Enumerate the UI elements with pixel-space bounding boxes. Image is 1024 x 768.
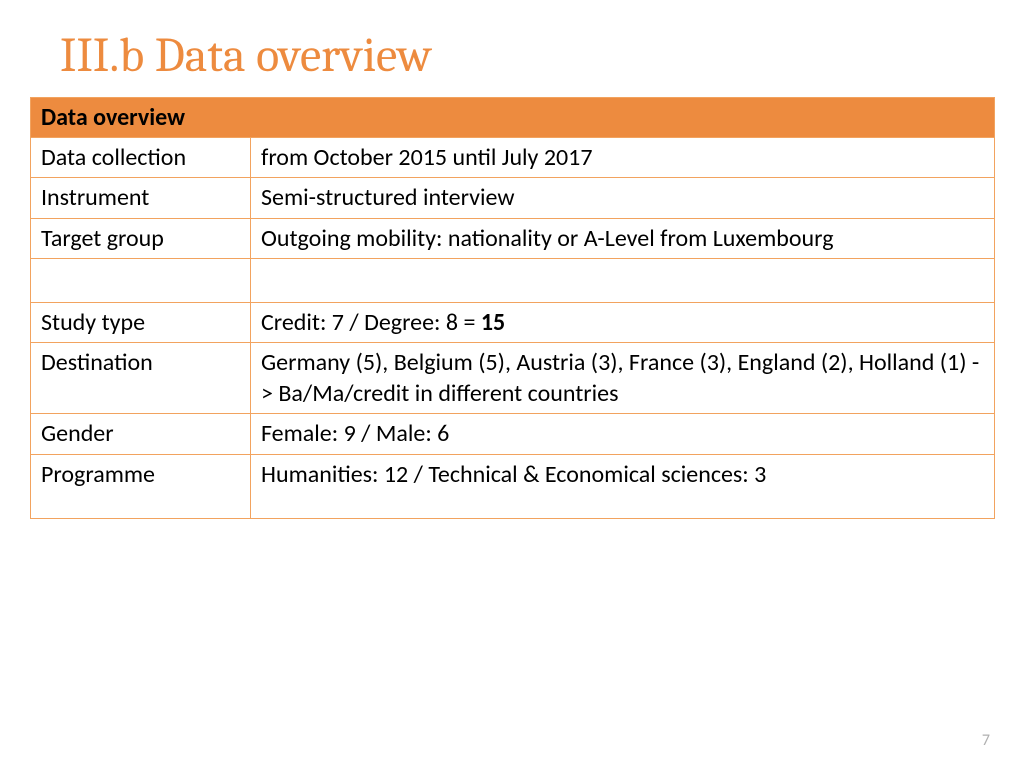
row-value: Germany (5), Belgium (5), Austria (3), F…: [251, 342, 995, 413]
row-value-bold: 15: [481, 308, 505, 337]
row-value: Outgoing mobility: nationality or A-Leve…: [251, 218, 995, 258]
row-label: Destination: [31, 342, 251, 413]
table-row: Data collection from October 2015 until …: [31, 138, 995, 178]
table-row-empty: [31, 258, 995, 302]
data-overview-table: Data overview Data collection from Octob…: [30, 97, 995, 519]
row-value-prefix: Credit: 7 / Degree: 8 =: [261, 308, 481, 337]
row-value: from October 2015 until July 2017: [251, 138, 995, 178]
row-label: Data collection: [31, 138, 251, 178]
row-value: Humanities: 12 / Technical & Economical …: [251, 454, 995, 518]
table-header-row: Data overview: [31, 98, 995, 138]
row-label: Instrument: [31, 178, 251, 218]
table-row: Gender Female: 9 / Male: 6: [31, 414, 995, 454]
row-label: Target group: [31, 218, 251, 258]
table-header-cell: Data overview: [31, 98, 995, 138]
row-label: Gender: [31, 414, 251, 454]
table-row: Programme Humanities: 12 / Technical & E…: [31, 454, 995, 518]
row-value: Semi-structured interview: [251, 178, 995, 218]
slide-title: III.b Data overview: [60, 28, 994, 83]
table-row: Study type Credit: 7 / Degree: 8 = 15: [31, 302, 995, 342]
row-value: Credit: 7 / Degree: 8 = 15: [251, 302, 995, 342]
row-label: Programme: [31, 454, 251, 518]
row-label: [31, 258, 251, 302]
page-number: 7: [982, 731, 990, 750]
table-row: Target group Outgoing mobility: national…: [31, 218, 995, 258]
slide: III.b Data overview Data overview Data c…: [0, 0, 1024, 768]
row-value: Female: 9 / Male: 6: [251, 414, 995, 454]
row-value: [251, 258, 995, 302]
table-row: Destination Germany (5), Belgium (5), Au…: [31, 342, 995, 413]
table-row: Instrument Semi-structured interview: [31, 178, 995, 218]
row-label: Study type: [31, 302, 251, 342]
